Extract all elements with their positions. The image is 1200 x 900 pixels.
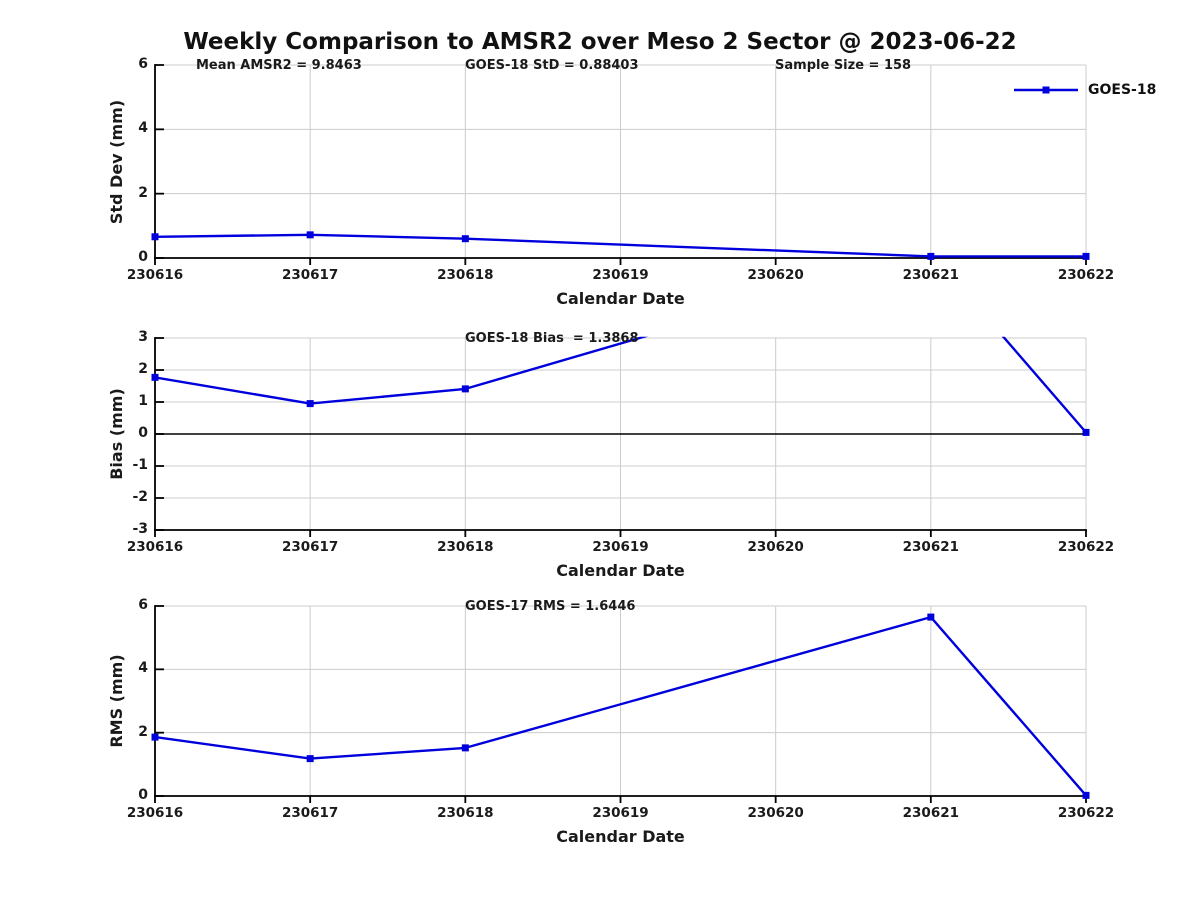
data-marker xyxy=(927,252,935,260)
data-marker xyxy=(306,231,314,239)
legend-marker xyxy=(1042,86,1050,94)
x-axis-label: Calendar Date xyxy=(556,561,685,580)
y-tick-label: 0 xyxy=(138,425,148,441)
x-axis-label: Calendar Date xyxy=(556,827,685,846)
annotation-bias-0: GOES-18 Bias = 1.3868 xyxy=(465,331,639,346)
x-tick-label: 230622 xyxy=(1057,267,1115,283)
x-axis-label: Calendar Date xyxy=(556,289,685,308)
data-marker xyxy=(151,233,159,241)
y-tick-label: 4 xyxy=(138,120,148,137)
annotation-std-dev-2: Sample Size = 158 xyxy=(775,58,912,73)
y-tick-label: -2 xyxy=(132,489,148,505)
y-axis-label: Std Dev (mm) xyxy=(107,99,126,224)
x-tick-label: 230617 xyxy=(281,539,339,555)
y-tick-label: -1 xyxy=(132,457,148,473)
x-tick-label: 230618 xyxy=(437,805,494,821)
x-tick-label: 230621 xyxy=(902,539,960,555)
data-marker xyxy=(1082,428,1090,436)
annotation-std-dev-0: Mean AMSR2 = 9.8463 xyxy=(195,58,362,73)
y-tick-label: 2 xyxy=(138,723,148,740)
y-tick-label: 2 xyxy=(138,361,148,377)
y-tick-label: 2 xyxy=(138,184,148,201)
x-tick-label: 230621 xyxy=(902,267,960,283)
chart-title: Weekly Comparison to AMSR2 over Meso 2 S… xyxy=(183,29,1017,55)
annotation-std-dev-1: GOES-18 StD = 0.88403 xyxy=(465,58,639,73)
y-tick-label: 1 xyxy=(138,393,148,409)
data-marker xyxy=(1082,791,1090,799)
y-tick-label: 0 xyxy=(138,249,148,265)
x-tick-label: 230616 xyxy=(126,539,184,555)
data-marker xyxy=(927,613,935,621)
x-tick-label: 230619 xyxy=(592,267,649,283)
legend-line-sample-icon xyxy=(1014,86,1078,94)
x-tick-label: 230620 xyxy=(747,267,804,283)
data-marker xyxy=(461,235,469,243)
legend: GOES-18 xyxy=(1013,82,1156,98)
y-tick-label: 0 xyxy=(138,787,148,803)
x-tick-label: 230618 xyxy=(437,267,494,283)
y-tick-label: 3 xyxy=(138,329,148,345)
x-tick-label: 230620 xyxy=(747,539,804,555)
data-marker xyxy=(306,755,314,763)
x-tick-label: 230621 xyxy=(902,805,960,821)
y-axis-label: RMS (mm) xyxy=(107,654,126,748)
data-marker xyxy=(461,744,469,752)
x-tick-label: 230617 xyxy=(281,267,339,283)
data-marker xyxy=(151,733,159,741)
y-tick-label: 6 xyxy=(138,597,148,613)
data-marker xyxy=(1082,252,1090,260)
annotation-rms-0: GOES-17 RMS = 1.6446 xyxy=(465,599,636,614)
x-tick-label: 230619 xyxy=(592,805,649,821)
x-tick-label: 230622 xyxy=(1057,805,1115,821)
x-tick-label: 230617 xyxy=(281,805,339,821)
x-tick-label: 230616 xyxy=(126,805,184,821)
y-axis-label: Bias (mm) xyxy=(107,388,126,480)
data-line-GOES-18 xyxy=(155,233,1086,258)
x-tick-label: 230616 xyxy=(126,267,184,283)
x-tick-label: 230618 xyxy=(437,539,494,555)
data-marker xyxy=(461,385,469,393)
x-tick-label: 230622 xyxy=(1057,539,1115,555)
legend-label: GOES-18 xyxy=(1088,82,1157,98)
data-marker xyxy=(151,373,159,381)
data-marker xyxy=(306,400,314,408)
x-tick-label: 230620 xyxy=(747,805,804,821)
y-tick-label: 6 xyxy=(138,56,148,72)
data-line-GOES-18 xyxy=(155,615,1087,797)
y-tick-label: -3 xyxy=(132,521,148,537)
y-tick-label: 4 xyxy=(138,660,148,677)
x-tick-label: 230619 xyxy=(592,539,649,555)
